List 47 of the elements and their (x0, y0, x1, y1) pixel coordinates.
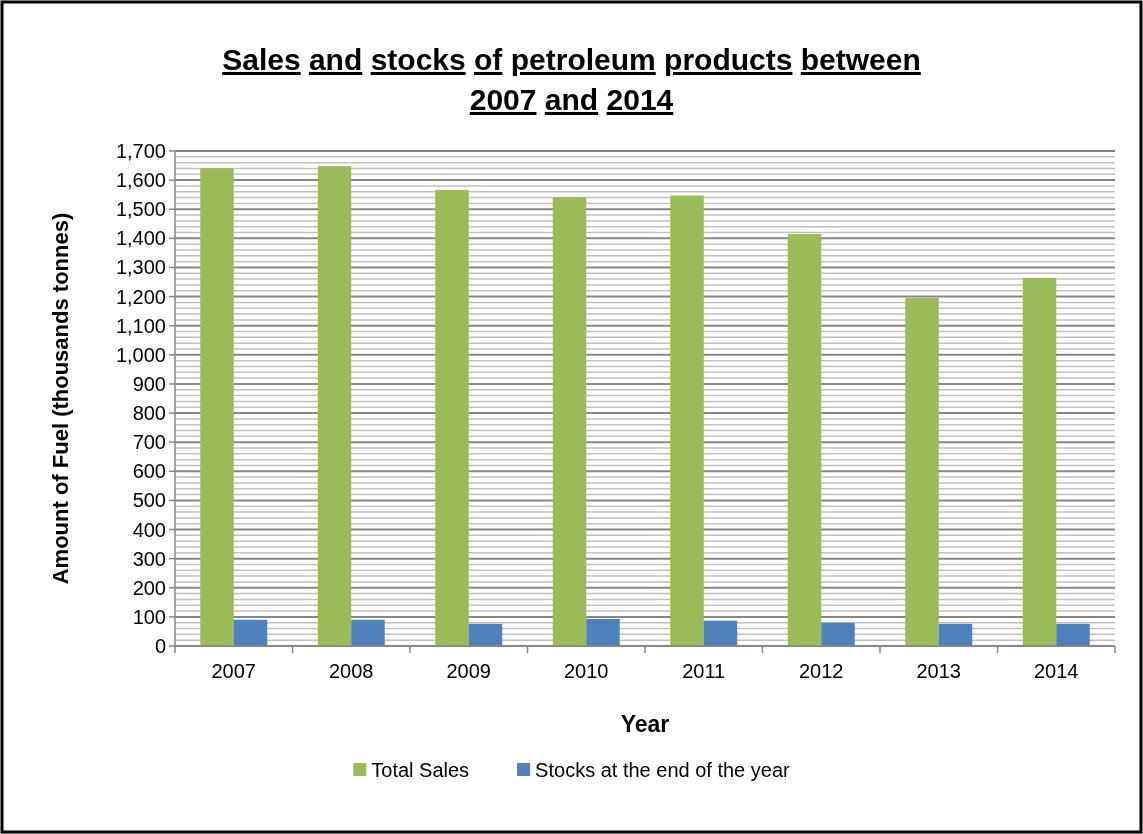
bar (468, 623, 503, 646)
y-tick-label: 200 (132, 576, 166, 599)
bar (200, 168, 234, 646)
bar (552, 197, 587, 646)
y-tick-label: 800 (132, 402, 166, 425)
y-tick-label: 1,500 (115, 198, 166, 221)
x-tick-label: 2014 (1034, 660, 1079, 682)
y-tick-label: 300 (132, 547, 166, 570)
bar (586, 618, 620, 646)
legend-label: Total Sales (371, 759, 470, 781)
bar (435, 190, 469, 646)
bar (905, 298, 939, 646)
y-tick-label: 1,300 (115, 256, 166, 279)
chart-title: Sales and stocks of petroleum products between 2007 and 2014 (222, 43, 921, 116)
bar (670, 195, 704, 646)
bar (233, 619, 268, 646)
bar (787, 233, 822, 646)
x-tick-label: 2010 (564, 660, 609, 682)
y-tick-label: 1,400 (115, 227, 166, 250)
y-tick-label: 1,100 (115, 314, 166, 337)
y-tick-label: 600 (132, 460, 166, 483)
bar (938, 623, 973, 646)
y-tick-label: 700 (132, 431, 166, 454)
bar (821, 622, 855, 646)
y-tick-label: 500 (132, 489, 166, 512)
bar (317, 166, 352, 646)
y-tick-label: 1,700 (115, 140, 166, 162)
bar (703, 620, 738, 646)
bar (1022, 277, 1057, 646)
y-tick-label: 400 (132, 518, 166, 541)
bar (351, 619, 385, 646)
legend-label: Stocks at the end of the year (535, 759, 791, 781)
x-tick-label: 2009 (446, 660, 491, 682)
y-axis-title: Amount of Fuel (thousands tonnes) (48, 212, 73, 585)
x-tick-label: 2013 (916, 660, 961, 682)
x-tick-label: 2007 (211, 660, 256, 682)
bar (1056, 623, 1090, 646)
x-axis-title: Year (620, 711, 670, 737)
x-tick-label: 2008 (329, 660, 374, 682)
y-tick-label: 900 (132, 372, 166, 395)
y-tick-label: 1,600 (115, 169, 166, 192)
y-tick-label: 100 (132, 605, 166, 628)
x-tick-label: 2012 (799, 660, 844, 682)
y-tick-label: 0 (154, 635, 166, 657)
x-tick-label: 2011 (682, 660, 726, 682)
y-tick-label: 1,000 (115, 343, 166, 366)
y-tick-label: 1,200 (115, 285, 166, 308)
